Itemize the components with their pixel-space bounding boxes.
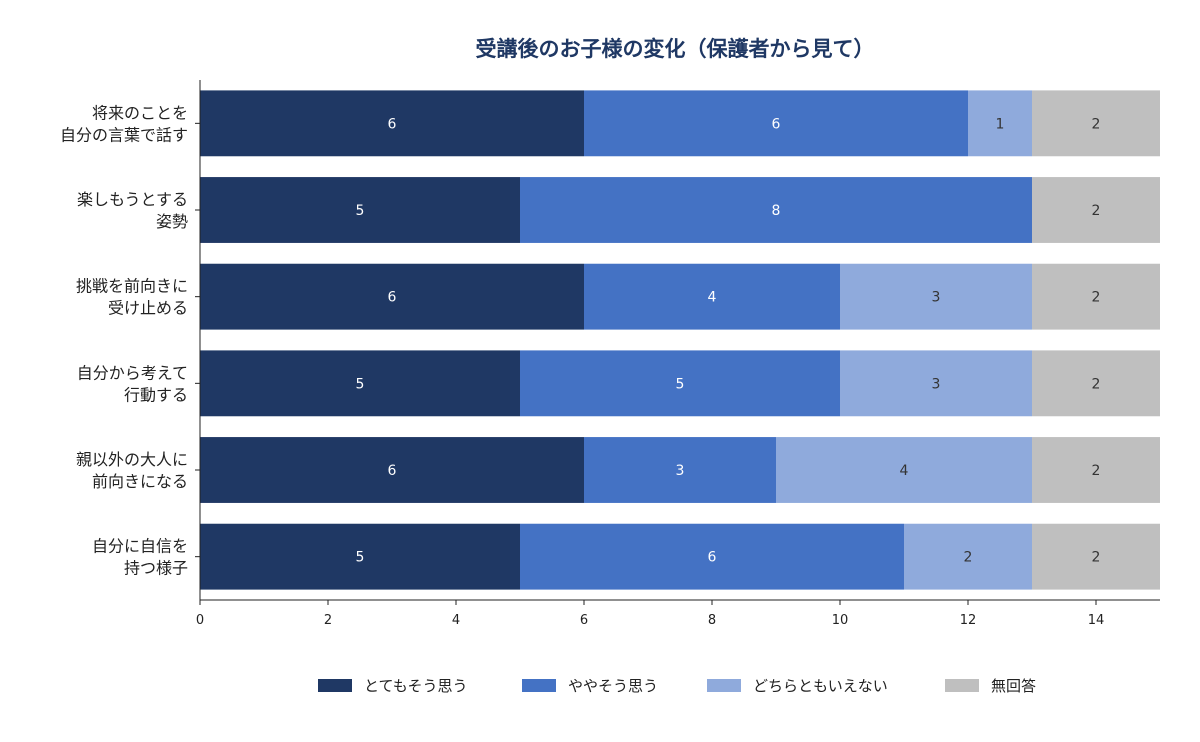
data-label: 1 <box>996 116 1005 132</box>
bar <box>1032 177 1160 243</box>
bar <box>1032 263 1160 330</box>
category-label: 親以外の大人に <box>76 450 188 469</box>
data-label: 2 <box>1092 290 1101 306</box>
bar <box>584 90 968 157</box>
legend-swatch <box>318 679 352 692</box>
bar <box>840 350 1032 417</box>
data-label: 5 <box>676 376 685 392</box>
data-label: 3 <box>676 463 685 479</box>
legend: とてもそう思う ややそう思う どちらともいえない 無回答 <box>318 677 1036 695</box>
category-label: 姿勢 <box>156 212 188 231</box>
data-label: 2 <box>1092 203 1101 219</box>
bar <box>200 350 520 417</box>
data-label: 2 <box>964 550 973 566</box>
bar <box>520 523 904 590</box>
data-label: 2 <box>1092 116 1101 132</box>
category-label: 行動する <box>124 385 188 404</box>
category-label: 自分から考えて <box>77 363 188 382</box>
bar <box>200 437 584 503</box>
data-label: 6 <box>708 550 717 566</box>
bar <box>1032 90 1160 157</box>
data-label: 6 <box>388 290 397 306</box>
bar <box>520 350 840 417</box>
data-label: 4 <box>900 463 909 479</box>
category-label: 前向きになる <box>92 472 188 491</box>
category-label: 自分の言葉で話す <box>60 125 188 144</box>
legend-swatch <box>522 679 556 692</box>
bar <box>968 90 1032 157</box>
x-tick-label: 0 <box>196 613 204 628</box>
bar <box>584 263 840 330</box>
data-label: 8 <box>772 203 781 219</box>
data-label: 5 <box>356 376 365 392</box>
bar <box>200 90 584 157</box>
bar <box>520 177 1032 243</box>
data-label: 6 <box>388 116 397 132</box>
x-tick-label: 12 <box>960 613 977 628</box>
bar <box>1032 437 1160 503</box>
data-label: 3 <box>932 290 941 306</box>
x-tick-label: 4 <box>452 613 460 628</box>
bar <box>1032 350 1160 417</box>
category-label: 受け止める <box>108 299 188 318</box>
category-label: 楽しもうとする <box>77 190 188 209</box>
legend-swatch <box>945 679 979 692</box>
legend-swatch <box>707 679 741 692</box>
x-tick-label: 10 <box>832 613 849 628</box>
x-tick-label: 8 <box>708 613 716 628</box>
bar <box>1032 523 1160 590</box>
legend-label: ややそう思う <box>568 677 658 695</box>
bar <box>776 437 1032 503</box>
bar <box>200 177 520 243</box>
legend-label: とてもそう思う <box>364 677 468 695</box>
category-label: 持つ様子 <box>124 559 188 578</box>
data-label: 6 <box>388 463 397 479</box>
bar <box>904 523 1032 590</box>
data-label: 2 <box>1092 550 1101 566</box>
category-label: 自分に自信を <box>92 537 188 556</box>
data-label: 5 <box>356 550 365 566</box>
bar <box>200 523 520 590</box>
data-label: 2 <box>1092 463 1101 479</box>
category-label: 挑戦を前向きに <box>76 277 188 296</box>
data-label: 2 <box>1092 376 1101 392</box>
chart-title: 受講後のお子様の変化（保護者から見て） <box>476 37 875 61</box>
axis-layer: 将来のことを自分の言葉で話す楽しもうとする姿勢挑戦を前向きに受け止める自分から考… <box>60 80 1160 628</box>
bar <box>200 263 584 330</box>
bars-layer: 6 6 1 2 5 8 2 6 4 3 2 5 5 3 2 6 3 4 2 5 6 2 2 <box>200 90 1160 590</box>
x-tick-label: 14 <box>1088 613 1105 628</box>
bar <box>584 437 776 503</box>
legend-label: どちらともいえない <box>753 677 888 695</box>
x-tick-label: 2 <box>324 613 332 628</box>
x-tick-label: 6 <box>580 613 588 628</box>
data-label: 4 <box>708 290 717 306</box>
category-label: 将来のことを <box>92 103 188 122</box>
data-label: 6 <box>772 116 781 132</box>
data-label: 3 <box>932 376 941 392</box>
bar <box>840 263 1032 330</box>
data-label: 5 <box>356 203 365 219</box>
legend-label: 無回答 <box>991 677 1036 695</box>
